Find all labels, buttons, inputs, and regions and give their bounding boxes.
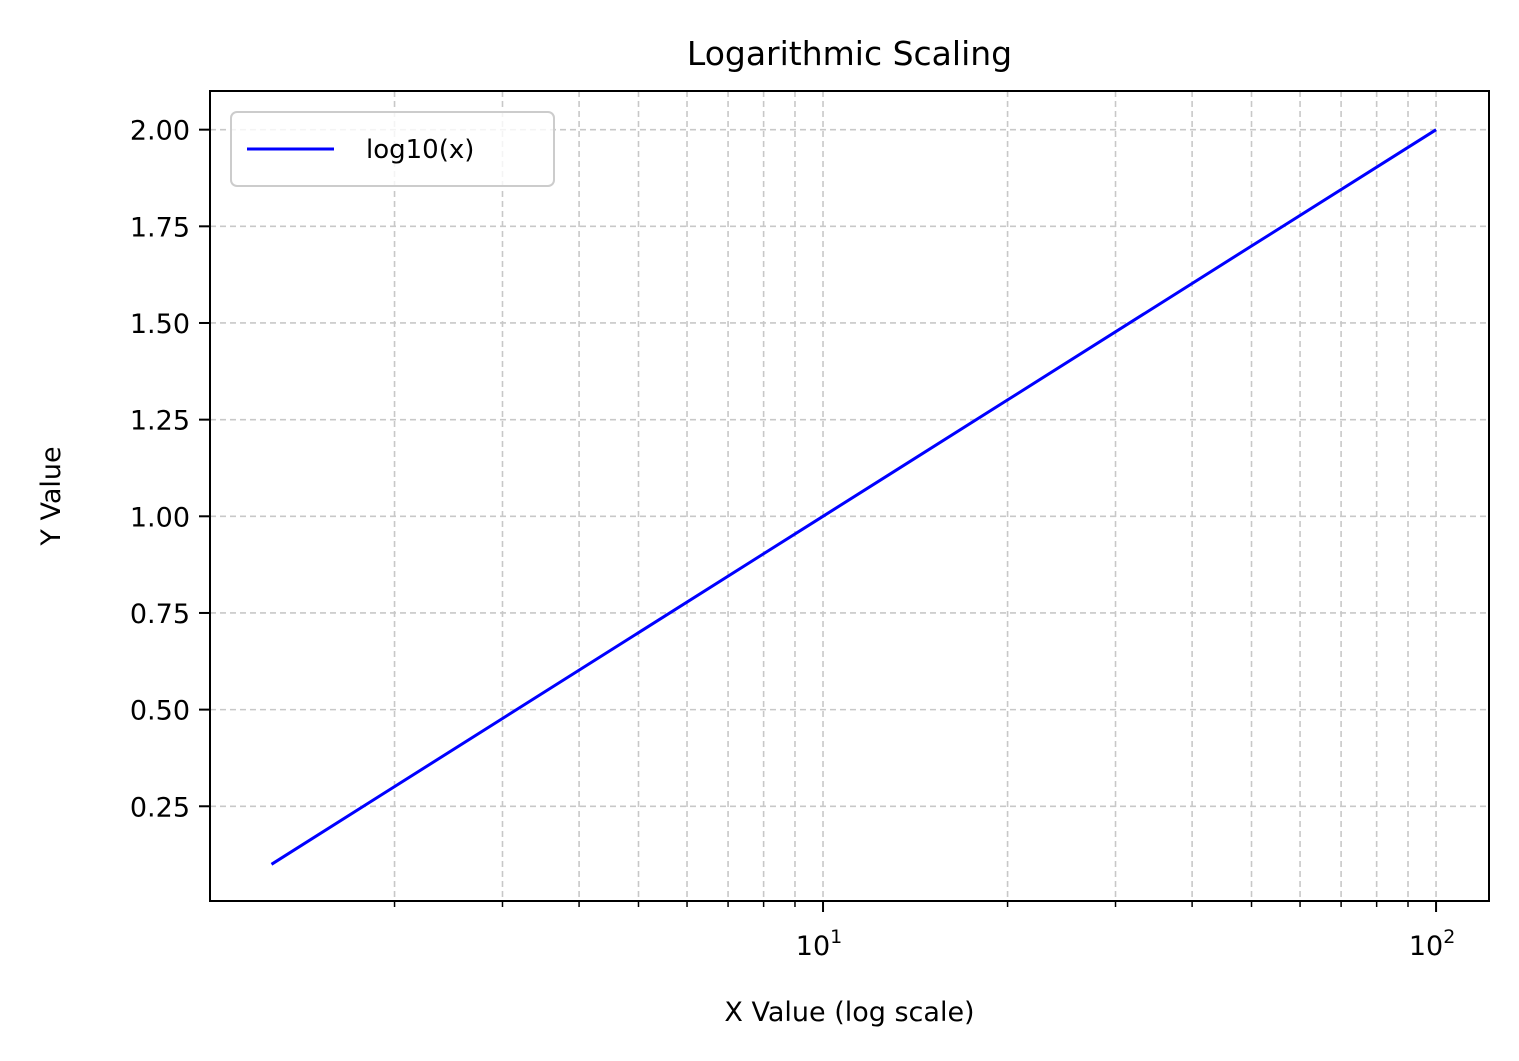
x-tick-label-exponent: 1 bbox=[830, 926, 842, 948]
y-tick-label: 2.00 bbox=[130, 116, 190, 147]
legend-label: log10(x) bbox=[366, 135, 474, 165]
y-axis-label: Y Value bbox=[36, 446, 67, 546]
x-tick-label: 101 bbox=[796, 926, 842, 962]
grid bbox=[210, 91, 1489, 901]
y-tick-label: 0.50 bbox=[130, 696, 190, 727]
y-tick-label: 1.50 bbox=[130, 309, 190, 340]
x-tick-label-exponent: 2 bbox=[1443, 926, 1455, 948]
y-tick-label: 0.25 bbox=[130, 792, 190, 823]
y-tick-label: 1.25 bbox=[130, 406, 190, 437]
series-layer bbox=[270, 128, 1437, 866]
y-tick-label: 1.75 bbox=[130, 212, 190, 243]
series-line bbox=[270, 128, 1437, 866]
plot-frame bbox=[209, 90, 1490, 902]
chart-title: Logarithmic Scaling bbox=[687, 34, 1012, 73]
y-tick-label: 0.75 bbox=[130, 599, 190, 630]
legend-box bbox=[230, 111, 555, 187]
x-tick-label-base: 10 bbox=[796, 931, 830, 962]
y-tick-label: 1.00 bbox=[130, 502, 190, 533]
x-axis-label: X Value (log scale) bbox=[724, 997, 974, 1028]
x-tick-label-base: 10 bbox=[1409, 931, 1443, 962]
legend: log10(x) bbox=[230, 111, 555, 187]
x-tick-label: 102 bbox=[1409, 926, 1455, 962]
